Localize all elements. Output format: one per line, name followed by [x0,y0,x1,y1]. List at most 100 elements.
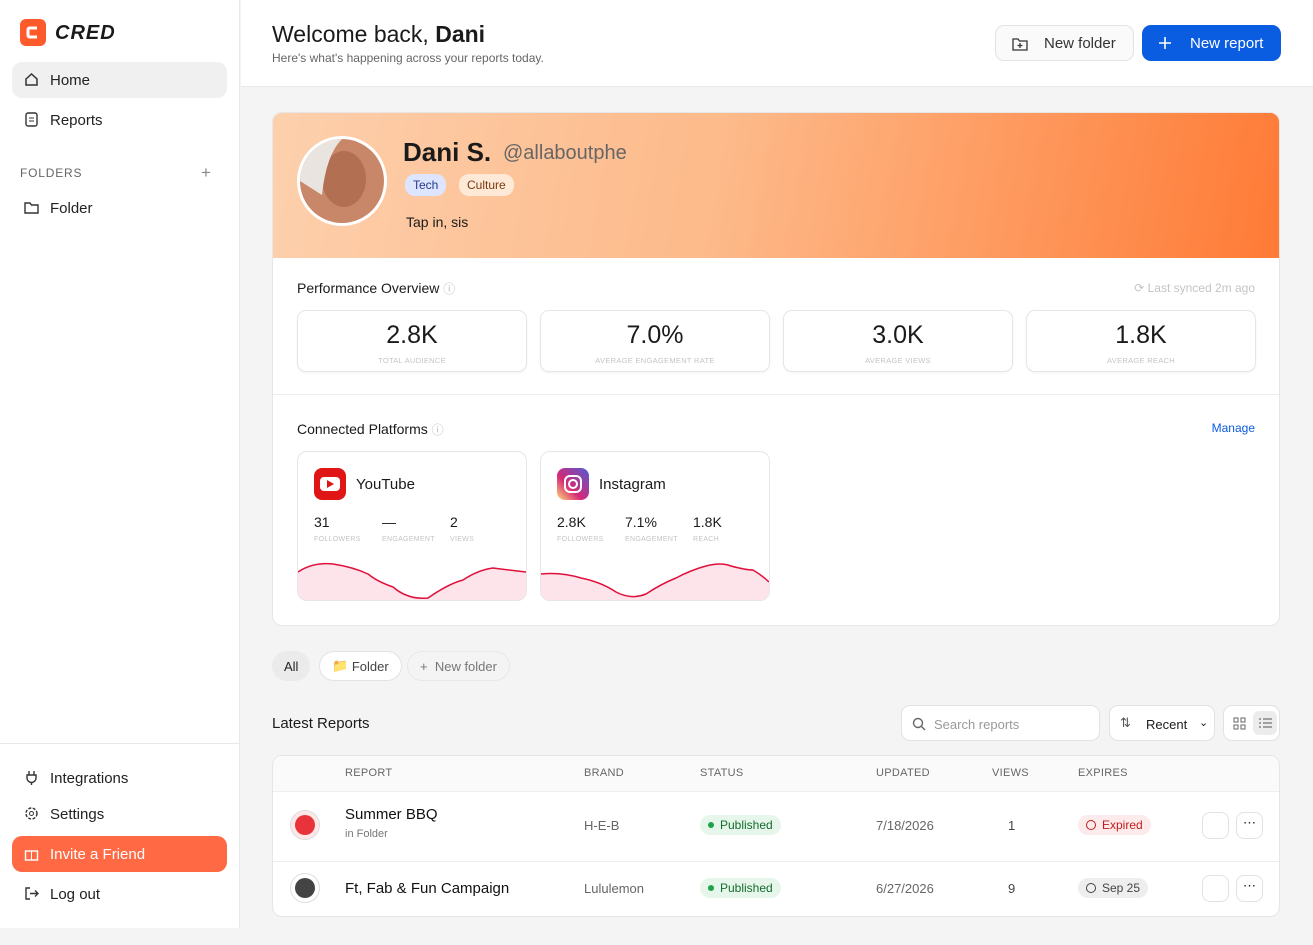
icon [1159,37,1171,49]
stat-label: AVERAGE VIEWS [865,356,931,365]
info-icon: ⓘ [431,423,444,437]
header: Welcome back, Dani Here's what's happeni… [241,0,1313,87]
nav-settings[interactable]: Settings [12,796,227,832]
new-report-button[interactable]: New report [1142,25,1281,61]
invite-button[interactable]: Invite a Friend [12,836,227,872]
nav-integrations[interactable]: Integrations [12,760,227,796]
platform-stat-value: 2 [450,514,458,530]
logo-icon [20,19,46,46]
stat-value: 7.0% [626,321,684,349]
stat-label: TOTAL AUDIENCE [378,356,446,365]
stat-card: 1.8K AVERAGE REACH [1026,310,1256,372]
sidebar: CRED Home Reports FOLDERS + Folder Integ… [0,0,240,928]
status-dot [708,885,714,891]
column-header: UPDATED [876,767,930,779]
button-label: New folder [1044,34,1116,52]
report-name[interactable]: Ft, Fab & Fun Campaign [345,880,510,897]
report-name[interactable]: Summer BBQ [345,806,438,823]
copy-link-button[interactable] [1202,875,1229,902]
tag: Culture [459,174,514,196]
icon [912,717,926,731]
list-view[interactable] [1253,711,1277,735]
nav-label: Log out [50,885,101,903]
sort-select[interactable]: ⇅ Recent ⌄ [1109,705,1215,741]
updated: 7/18/2026 [876,818,934,833]
avatar [297,136,387,226]
synced-text: Last synced 2m ago [1147,281,1255,295]
new-folder-button[interactable]: New folder [995,25,1134,61]
reports-title: Latest Reports [272,715,370,732]
platform-stat-label: VIEWS [450,536,475,543]
manage-link[interactable]: Manage [1211,421,1255,435]
icon [25,112,38,127]
brand-logo [290,873,320,903]
brand-logo-mark [295,878,315,898]
brand-logo [290,810,320,840]
stat-value: 2.8K [386,321,438,349]
views: 1 [1008,818,1016,833]
clock-icon [1086,883,1096,893]
synced: ⟳ Last synced 2m ago [1134,281,1255,295]
view-toggle[interactable] [1223,705,1280,741]
profile-name: Dani S. [403,137,492,167]
views: 9 [1008,881,1016,896]
platform-stat-value: 2.8K [557,514,586,530]
status-badge: Published [700,878,781,898]
platform-name: Instagram [599,476,666,493]
stat-label: AVERAGE ENGAGEMENT RATE [595,356,715,365]
column-header: STATUS [700,767,744,779]
filter-all[interactable]: All [272,651,311,681]
platform-stat-label: FOLLOWERS [557,536,604,543]
copy-link-button[interactable] [1202,812,1229,839]
nav-home[interactable]: Home [12,62,227,98]
sparkline-path [298,563,526,600]
filter-new[interactable]: + New folder [407,651,510,681]
column-header: REPORT [345,767,393,779]
icon [1012,38,1028,51]
platform-name: YouTube [356,476,415,493]
icon [24,202,39,214]
stat-value: 1.8K [1115,321,1167,349]
grid-view[interactable] [1233,717,1246,730]
filter-label: Folder [351,658,389,674]
filter-folder[interactable]: 📁 Folder [319,651,402,681]
nav-folder[interactable]: Folder [12,190,227,226]
info-icon: ⓘ [443,282,456,296]
sort-label: Recent [1146,717,1188,732]
clock-icon [1086,820,1096,830]
platform-stat-value: 31 [314,514,330,530]
sparkline-path [541,563,769,598]
stat-card: 3.0K AVERAGE VIEWS [783,310,1013,372]
add-folder[interactable]: + [201,163,211,182]
icon [25,887,39,900]
chevron: ⌄ [1199,717,1209,729]
stat-value: 3.0K [872,321,924,349]
search[interactable]: Search reports [901,705,1100,741]
platform-icon [557,468,589,500]
search-placeholder: Search reports [934,717,1020,732]
status-badge: Published [700,815,781,835]
brand: Lululemon [584,881,644,896]
stat-label: AVERAGE REACH [1107,356,1175,365]
platform-stat-value: 1.8K [693,514,722,530]
profile-bio: Tap in, sis [406,214,469,230]
icon [1259,718,1272,728]
nav-label: Reports [50,111,103,129]
more-button[interactable]: ⋯ [1236,812,1263,839]
icon: ⇅ [1120,715,1131,730]
nav-label: Folder [50,199,93,217]
folders-label: FOLDERS [20,166,83,180]
icon [25,807,38,820]
nav-reports[interactable]: Reports [12,102,227,138]
platform-stat-label: FOLLOWERS [314,536,361,543]
nav-label: Home [50,71,91,89]
report-folder: in Folder [345,828,388,840]
sparkline-path [541,564,769,600]
platform-stat-value: — [382,514,396,530]
nav-logout[interactable]: Log out [12,876,227,912]
divider [273,394,1279,395]
icon [25,72,38,86]
more-button[interactable]: ⋯ [1236,875,1263,902]
sparkline [298,562,526,600]
icon [26,771,37,785]
